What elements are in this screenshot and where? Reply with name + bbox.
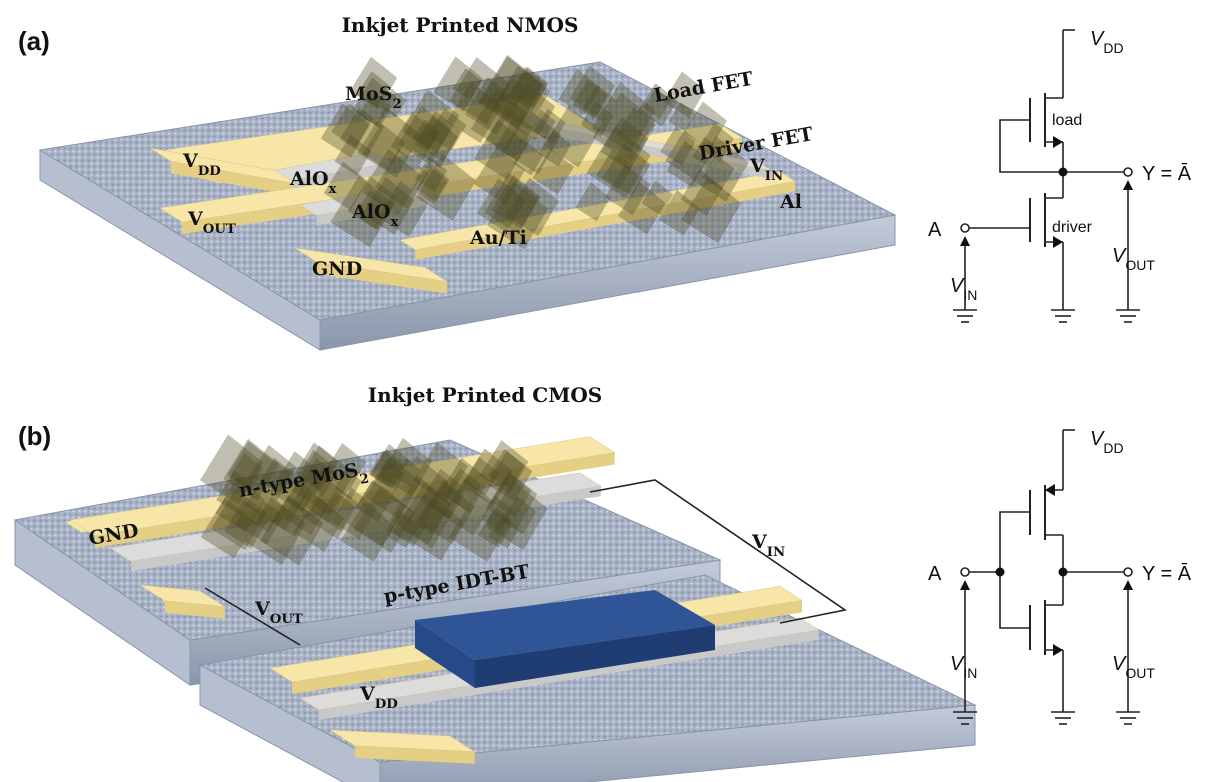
terminal <box>1124 168 1132 176</box>
node <box>996 568 1005 577</box>
label-subscript: DD <box>1103 40 1123 56</box>
label: VOUT <box>1112 653 1155 681</box>
label: VIN <box>751 531 785 560</box>
label: A <box>928 563 942 585</box>
node <box>1059 568 1068 577</box>
wire <box>1000 512 1030 628</box>
label: VIN <box>950 653 977 681</box>
label-text: A <box>928 563 942 585</box>
label-subscript: OUT <box>1125 257 1155 273</box>
label-subscript: IN <box>963 665 977 681</box>
label: A <box>928 219 942 241</box>
label-text: GND <box>312 258 362 280</box>
label-text: V <box>187 208 204 230</box>
label-text: driver <box>1052 219 1093 236</box>
terminal <box>961 568 969 576</box>
figure: (a) Inkjet Printed NMOS (b) Inkjet Print… <box>0 0 1218 782</box>
label-subscript: OUT <box>270 612 303 627</box>
arrow <box>1053 236 1063 248</box>
label-subscript: x <box>329 182 338 197</box>
label-subscript: 2 <box>392 97 401 112</box>
label: VDD <box>1090 28 1124 56</box>
label-subscript: OUT <box>1125 665 1155 681</box>
arrow <box>1123 180 1133 190</box>
label-text: Y = Ā <box>1142 162 1192 185</box>
label-text: V <box>749 155 766 177</box>
label: load <box>1052 112 1082 129</box>
label-text: V <box>254 598 271 620</box>
label-text: Al <box>779 191 802 213</box>
label-text: V <box>751 531 768 553</box>
label: Y = Ā <box>1142 562 1192 585</box>
label: Load FET <box>652 68 755 107</box>
label: Y = Ā <box>1142 162 1192 185</box>
terminal <box>961 224 969 232</box>
panel-title: Inkjet Printed NMOS <box>342 13 579 37</box>
label-text: Y = Ā <box>1142 562 1192 585</box>
label-text: V <box>182 150 199 172</box>
arrow <box>1123 580 1133 590</box>
label-subscript: IN <box>765 169 783 184</box>
label-subscript: DD <box>375 697 398 712</box>
label: GND <box>312 258 362 280</box>
label: VDD <box>1090 428 1124 456</box>
panel-title: Inkjet Printed CMOS <box>368 383 602 407</box>
label: Au/Ti <box>469 227 527 249</box>
label-text: Load FET <box>652 68 755 107</box>
arrow <box>1053 136 1063 148</box>
label-text: load <box>1052 112 1082 129</box>
label-subscript: IN <box>963 287 977 303</box>
arrow <box>1045 484 1055 496</box>
label: Al <box>779 191 802 213</box>
label: driver <box>1052 219 1093 236</box>
label-subscript: x <box>391 215 400 230</box>
label-subscript: DD <box>1103 440 1123 456</box>
label-text: MoS <box>345 83 392 105</box>
label-subscript: IN <box>767 545 785 560</box>
arrow <box>960 236 970 246</box>
arrow <box>1053 644 1063 656</box>
arrow <box>960 580 970 590</box>
label-text: AlO <box>289 168 329 190</box>
terminal <box>1124 568 1132 576</box>
panel-label: (b) <box>18 421 51 451</box>
label: VIN <box>950 275 977 303</box>
label-text: AlO <box>351 201 391 223</box>
panel-label: (a) <box>18 26 50 56</box>
label: VOUT <box>1112 245 1155 273</box>
label-subscript: OUT <box>203 222 236 237</box>
label-subscript: DD <box>198 164 221 179</box>
node <box>1059 168 1068 177</box>
label-text: V <box>359 683 376 705</box>
label-text: A <box>928 219 942 241</box>
label-text: Au/Ti <box>469 227 527 249</box>
